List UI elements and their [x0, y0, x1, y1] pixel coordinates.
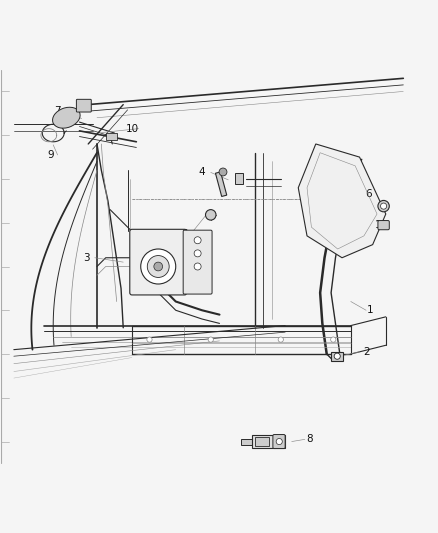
Circle shape [380, 203, 386, 209]
Circle shape [194, 237, 201, 244]
Circle shape [333, 353, 339, 359]
Text: 6: 6 [364, 189, 371, 199]
Circle shape [194, 263, 201, 270]
Text: 9: 9 [48, 150, 54, 160]
Circle shape [147, 337, 152, 342]
Bar [241, 439, 252, 445]
Circle shape [278, 337, 283, 342]
FancyBboxPatch shape [377, 221, 389, 230]
Text: 10: 10 [125, 124, 138, 134]
FancyBboxPatch shape [130, 229, 186, 295]
Circle shape [276, 439, 282, 445]
Circle shape [153, 262, 162, 271]
Text: 1: 1 [366, 305, 373, 315]
Circle shape [330, 337, 335, 342]
Bar [252, 435, 285, 448]
Circle shape [194, 250, 201, 257]
Text: 7: 7 [54, 106, 61, 116]
Circle shape [147, 255, 169, 278]
Polygon shape [297, 144, 385, 258]
Text: 3: 3 [82, 253, 89, 263]
FancyBboxPatch shape [272, 434, 285, 449]
Bar [234, 173, 242, 184]
Circle shape [141, 249, 175, 284]
Circle shape [377, 200, 389, 212]
FancyBboxPatch shape [183, 230, 212, 294]
Text: 2: 2 [362, 347, 368, 357]
Circle shape [205, 209, 215, 220]
Ellipse shape [53, 107, 80, 128]
Bar [330, 352, 343, 361]
Bar [106, 133, 117, 140]
Text: 8: 8 [305, 434, 312, 445]
Text: 4: 4 [198, 167, 205, 177]
Bar [254, 437, 268, 446]
Text: 11: 11 [374, 220, 387, 230]
Circle shape [219, 168, 226, 176]
FancyBboxPatch shape [76, 99, 91, 112]
Bar [215, 172, 226, 197]
Text: 5: 5 [181, 229, 187, 239]
Circle shape [208, 337, 213, 342]
